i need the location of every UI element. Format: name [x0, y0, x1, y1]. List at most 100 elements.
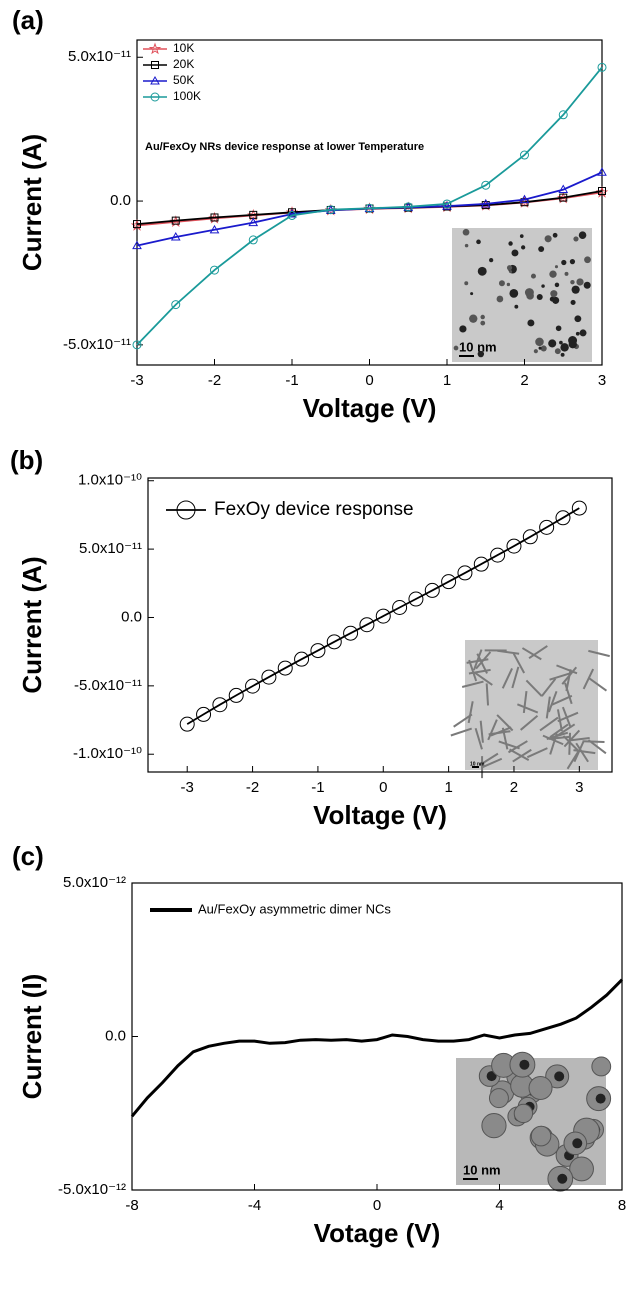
inset-particle — [509, 289, 518, 298]
x-tick-label: 0 — [373, 1197, 381, 1214]
inset-particle — [580, 329, 587, 336]
x-tick-label: 3 — [575, 779, 583, 796]
legend-label: Au/FexOy asymmetric dimer NCs — [198, 901, 391, 916]
inset-particle — [454, 346, 459, 351]
inset-particle — [571, 300, 576, 305]
inset-particle — [534, 349, 538, 353]
inset-particle — [576, 278, 583, 285]
panel-label: (a) — [12, 5, 44, 35]
x-axis-title: Voltage (V) — [313, 800, 447, 830]
inset-particle — [531, 274, 536, 279]
x-tick-label: 2 — [520, 372, 528, 389]
inset-particle — [579, 231, 587, 239]
x-tick-label: 4 — [495, 1197, 503, 1214]
inset-particle — [592, 1057, 611, 1076]
inset-particle — [560, 343, 568, 351]
inset-particle — [521, 245, 525, 249]
inset-particle-core — [557, 1174, 567, 1184]
inset-particle-core — [554, 1071, 564, 1081]
inset-particle — [555, 283, 559, 287]
inset-particle — [464, 281, 468, 285]
inset-particle — [548, 339, 556, 347]
inset-particle — [561, 353, 565, 357]
x-tick-label: -1 — [285, 372, 298, 389]
legend-label: 20K — [173, 57, 194, 71]
x-tick-label: 2 — [510, 779, 518, 796]
y-tick-label: -5.0x10⁻¹¹ — [63, 336, 131, 353]
inset-particle — [531, 1126, 551, 1146]
inset-particle — [550, 290, 557, 297]
marker — [180, 717, 194, 731]
x-tick-label: -2 — [246, 779, 259, 796]
inset-particle — [480, 321, 485, 326]
inset-particle — [574, 315, 581, 322]
inset-particle — [570, 259, 575, 264]
inset-particle — [529, 1076, 552, 1099]
inset-particle — [470, 292, 473, 295]
inset-particle — [465, 244, 469, 248]
inset-particle-core — [572, 1138, 582, 1148]
y-tick-label: -1.0x10⁻¹⁰ — [73, 745, 142, 762]
inset-particle — [525, 288, 534, 297]
inset-particle — [507, 265, 512, 270]
x-axis-title: Voltage (V) — [303, 393, 437, 423]
x-tick-label: -3 — [181, 779, 194, 796]
inset-particle — [555, 348, 561, 354]
inset-particle — [549, 271, 556, 278]
inset-particle — [538, 246, 544, 252]
inset-rod — [583, 741, 605, 742]
inset-particle — [584, 282, 591, 289]
inset-particle — [469, 314, 477, 322]
inset-particle — [511, 249, 518, 256]
y-tick-label: 0.0 — [110, 192, 131, 209]
inset-particle — [463, 229, 470, 236]
inset-scale-label: 10 nm — [459, 339, 497, 354]
x-tick-label: 0 — [365, 372, 373, 389]
inset-particle — [489, 1089, 508, 1108]
inset-particle — [527, 319, 534, 326]
x-tick-label: -8 — [125, 1197, 138, 1214]
x-tick-label: 3 — [598, 372, 606, 389]
x-tick-label: 1 — [443, 372, 451, 389]
inset-particle — [480, 315, 484, 319]
inset-particle — [497, 296, 504, 303]
annotation: Au/FexOy NRs device response at lower Te… — [145, 141, 424, 153]
inset-particle — [508, 241, 512, 245]
inset-particle-core — [519, 1060, 529, 1070]
inset-particle — [556, 325, 562, 331]
inset-particle — [553, 233, 558, 238]
inset-particle — [499, 280, 505, 286]
inset-particle — [555, 265, 558, 268]
inset-particle — [559, 341, 563, 345]
inset-particle — [541, 284, 544, 287]
x-tick-label: 0 — [379, 779, 387, 796]
inset-particle — [535, 338, 544, 347]
inset-particle — [539, 347, 542, 350]
inset-particle-core — [596, 1094, 606, 1104]
y-axis-title: Current (A) — [17, 556, 47, 693]
inset-particle — [570, 280, 574, 284]
x-tick-label: -3 — [130, 372, 143, 389]
inset-particle — [489, 258, 493, 262]
marker — [572, 501, 586, 515]
y-tick-label: 5.0x10⁻¹² — [63, 874, 126, 891]
inset-particle — [573, 236, 578, 241]
inset-particle — [565, 272, 569, 276]
inset-particle — [520, 234, 524, 238]
inset-particle — [478, 267, 487, 276]
inset-particle — [561, 260, 566, 265]
legend-label: FexOy device response — [214, 499, 414, 520]
inset-particle — [509, 270, 512, 273]
inset-particle — [572, 286, 580, 294]
inset-particle — [568, 336, 577, 345]
y-tick-label: 0.0 — [105, 1027, 126, 1044]
inset-particle — [545, 235, 552, 242]
y-tick-label: 5.0x10⁻¹¹ — [79, 540, 142, 557]
inset-particle — [476, 240, 481, 245]
figure: 10 nm (a) -3 -2 -1 0 1 2 3 -5.0x10⁻¹¹ 0.0 5.0x10⁻¹¹… — [0, 0, 627, 1313]
inset-particle — [482, 1114, 506, 1138]
panel-label: (c) — [12, 841, 44, 871]
y-tick-label: -5.0x10⁻¹¹ — [74, 677, 142, 694]
inset-particle — [584, 256, 591, 263]
x-tick-label: -2 — [208, 372, 221, 389]
